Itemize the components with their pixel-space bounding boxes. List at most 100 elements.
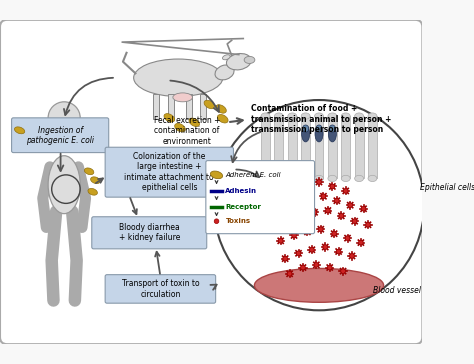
Circle shape bbox=[344, 189, 348, 193]
FancyBboxPatch shape bbox=[11, 118, 109, 153]
Circle shape bbox=[323, 245, 328, 249]
Circle shape bbox=[328, 265, 332, 270]
Ellipse shape bbox=[368, 113, 377, 119]
Ellipse shape bbox=[175, 123, 185, 132]
Circle shape bbox=[290, 187, 294, 191]
Bar bbox=[355, 116, 364, 178]
Ellipse shape bbox=[261, 175, 270, 182]
Circle shape bbox=[278, 238, 283, 243]
Ellipse shape bbox=[328, 126, 337, 142]
FancyBboxPatch shape bbox=[92, 217, 207, 249]
Ellipse shape bbox=[301, 175, 310, 182]
Circle shape bbox=[330, 184, 335, 189]
Ellipse shape bbox=[222, 55, 230, 60]
Circle shape bbox=[283, 256, 287, 261]
Ellipse shape bbox=[189, 118, 200, 127]
Text: Adhesin: Adhesin bbox=[226, 188, 257, 194]
Bar bbox=[261, 116, 270, 178]
Circle shape bbox=[336, 249, 341, 254]
Ellipse shape bbox=[329, 125, 336, 132]
Ellipse shape bbox=[368, 175, 377, 182]
Ellipse shape bbox=[88, 189, 97, 195]
FancyBboxPatch shape bbox=[105, 275, 216, 303]
Text: Receptor: Receptor bbox=[226, 204, 261, 210]
Circle shape bbox=[332, 232, 337, 236]
Text: Toxins: Toxins bbox=[226, 218, 251, 224]
Ellipse shape bbox=[215, 65, 234, 80]
Ellipse shape bbox=[15, 127, 25, 134]
Circle shape bbox=[285, 215, 290, 220]
Bar bbox=[201, 94, 206, 119]
Circle shape bbox=[319, 227, 323, 232]
Circle shape bbox=[287, 272, 292, 276]
Circle shape bbox=[214, 219, 219, 223]
Ellipse shape bbox=[288, 175, 297, 182]
Ellipse shape bbox=[341, 113, 350, 119]
Ellipse shape bbox=[227, 54, 251, 70]
Text: Adherent E. coli: Adherent E. coli bbox=[226, 172, 281, 178]
Bar bbox=[301, 116, 310, 178]
Circle shape bbox=[345, 236, 350, 241]
Ellipse shape bbox=[328, 175, 337, 182]
Ellipse shape bbox=[274, 113, 283, 119]
Circle shape bbox=[310, 248, 314, 252]
Text: Colonization of the
large intestine +
intimate attachment to
epithelial cells: Colonization of the large intestine + in… bbox=[125, 152, 214, 192]
Circle shape bbox=[312, 210, 317, 215]
Circle shape bbox=[366, 222, 370, 227]
Circle shape bbox=[314, 262, 319, 267]
Circle shape bbox=[303, 182, 308, 187]
Bar bbox=[168, 94, 174, 119]
Circle shape bbox=[272, 221, 277, 225]
Ellipse shape bbox=[316, 125, 322, 132]
Ellipse shape bbox=[315, 113, 323, 119]
Circle shape bbox=[335, 198, 339, 203]
Ellipse shape bbox=[164, 114, 174, 122]
Circle shape bbox=[348, 203, 353, 207]
Circle shape bbox=[301, 265, 305, 270]
Ellipse shape bbox=[328, 113, 337, 119]
FancyBboxPatch shape bbox=[0, 20, 422, 344]
Ellipse shape bbox=[355, 175, 364, 182]
Circle shape bbox=[321, 194, 326, 199]
Circle shape bbox=[326, 208, 330, 213]
Ellipse shape bbox=[84, 168, 94, 175]
Circle shape bbox=[305, 230, 310, 234]
Text: Blood vessel: Blood vessel bbox=[374, 286, 421, 295]
Ellipse shape bbox=[255, 268, 383, 302]
Circle shape bbox=[48, 102, 80, 134]
Bar bbox=[186, 94, 191, 119]
Ellipse shape bbox=[341, 175, 350, 182]
Text: Fecal excretion +
contamination of
environment: Fecal excretion + contamination of envir… bbox=[154, 116, 220, 146]
Ellipse shape bbox=[218, 115, 228, 123]
Bar bbox=[274, 116, 283, 178]
Ellipse shape bbox=[301, 113, 310, 119]
Text: Bloody diarrhea
+ kidney failure: Bloody diarrhea + kidney failure bbox=[118, 223, 180, 242]
Circle shape bbox=[352, 219, 357, 223]
Ellipse shape bbox=[355, 113, 364, 119]
Circle shape bbox=[317, 180, 321, 184]
Circle shape bbox=[308, 196, 312, 200]
Ellipse shape bbox=[204, 100, 215, 109]
Ellipse shape bbox=[173, 93, 192, 102]
FancyBboxPatch shape bbox=[206, 161, 315, 234]
Ellipse shape bbox=[302, 125, 309, 132]
Text: Contamination of food +
transmission animal to person +
transmission person to p: Contamination of food + transmission ani… bbox=[251, 104, 392, 134]
Circle shape bbox=[339, 214, 344, 218]
Ellipse shape bbox=[288, 113, 297, 119]
Circle shape bbox=[358, 240, 363, 245]
Circle shape bbox=[214, 100, 424, 310]
Ellipse shape bbox=[48, 156, 80, 214]
Ellipse shape bbox=[216, 105, 226, 113]
Circle shape bbox=[299, 212, 303, 216]
Bar bbox=[341, 116, 350, 178]
Circle shape bbox=[341, 269, 346, 273]
Circle shape bbox=[281, 205, 286, 209]
Bar bbox=[288, 116, 297, 178]
FancyBboxPatch shape bbox=[105, 147, 234, 197]
Bar bbox=[368, 116, 377, 178]
Circle shape bbox=[350, 254, 354, 258]
Bar bbox=[315, 116, 323, 178]
Ellipse shape bbox=[210, 171, 223, 179]
Ellipse shape bbox=[261, 113, 270, 119]
Text: Transport of toxin to
circulation: Transport of toxin to circulation bbox=[122, 279, 199, 298]
